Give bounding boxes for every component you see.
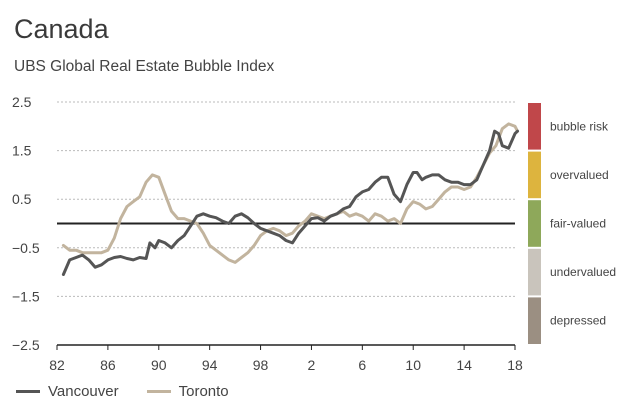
valuation-bands: bubble risk overvalued fair-valued underval… (528, 103, 616, 344)
y-tick-label-5: −2.5 (12, 337, 40, 353)
y-tick-label-2: 0.5 (12, 191, 32, 207)
y-tick-label-4: −1.5 (12, 288, 40, 304)
y-tick-label-0: 2.5 (12, 94, 32, 110)
band-bubble-risk (528, 103, 541, 150)
x-tick-label-8: 14 (456, 357, 472, 373)
band-label-bubble-risk: bubble risk (550, 119, 609, 133)
gridlines (57, 101, 515, 346)
series-lines (61, 122, 519, 276)
y-tick-label-1: 1.5 (12, 143, 32, 159)
legend-swatch-vancouver (16, 390, 40, 393)
band-fair-valued (528, 200, 541, 247)
x-tick-label-5: 2 (308, 357, 316, 373)
series-line-vancouver (61, 129, 519, 276)
band-label-undervalued: undervalued (550, 265, 616, 279)
x-tick-label-2: 90 (151, 357, 167, 373)
x-tick-label-4: 98 (253, 357, 269, 373)
band-overvalued (528, 151, 541, 199)
x-tick-label-1: 86 (100, 357, 116, 373)
band-undervalued (528, 248, 541, 296)
x-tick-label-6: 6 (358, 357, 366, 373)
legend: Vancouver Toronto (16, 383, 257, 400)
x-tick-label-0: 82 (49, 357, 65, 373)
chart-subtitle: UBS Global Real Estate Bubble Index (14, 58, 275, 75)
legend-label-vancouver: Vancouver (48, 383, 119, 400)
band-label-depressed: depressed (550, 314, 606, 328)
legend-label-toronto: Toronto (178, 383, 229, 400)
series-line-toronto (61, 122, 519, 264)
band-label-fair-valued: fair-valued (550, 217, 606, 231)
legend-swatch-toronto (146, 390, 171, 393)
y-tick-label-3: −0.5 (12, 240, 40, 256)
x-tick-label-3: 94 (202, 357, 218, 373)
x-tick-label-7: 10 (405, 357, 421, 373)
x-axis-ticks: 82 86 90 94 98 2 6 10 14 18 (49, 345, 523, 373)
band-label-overvalued: overvalued (550, 168, 609, 182)
chart-title: Canada (14, 14, 109, 44)
band-depressed (528, 297, 541, 344)
legend-item-vancouver: Vancouver (16, 383, 119, 400)
x-tick-label-9: 18 (507, 357, 523, 373)
y-axis-ticks: 2.5 1.5 0.5 −0.5 −1.5 −2.5 (12, 94, 40, 353)
legend-item-toronto: Toronto (146, 383, 229, 400)
